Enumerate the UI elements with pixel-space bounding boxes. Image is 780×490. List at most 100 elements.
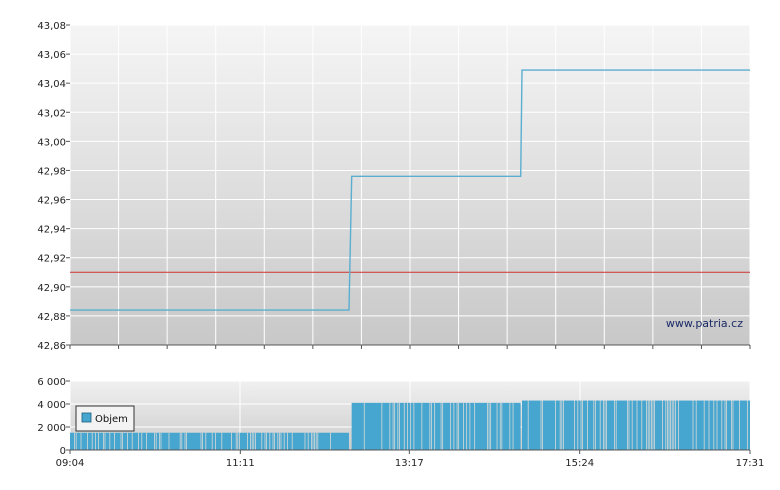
volume-bar-gap (312, 432, 314, 450)
watermark: www.patria.cz (666, 317, 743, 330)
volume-bar-gap (307, 432, 309, 450)
volume-bar-gap (311, 432, 312, 450)
volume-bar-gap (599, 400, 601, 450)
volume-y-tick-label: 6 000 (37, 377, 66, 388)
x-tick-label: 11:11 (226, 458, 255, 469)
price-x-ticks (69, 345, 751, 349)
volume-bar-gap (80, 432, 82, 450)
volume-bar-gap (394, 402, 396, 450)
volume-bar-gap (442, 402, 444, 450)
volume-bar-gap (250, 432, 251, 450)
volume-bar-gap (646, 400, 647, 450)
volume-bar-gap (713, 400, 715, 450)
price-y-tick-label: 42,88 (37, 312, 66, 323)
volume-bar-gap (179, 432, 181, 450)
volume-bar-gap (98, 432, 99, 450)
volume-bar-gap (255, 432, 256, 450)
volume-bar-gap (453, 402, 455, 450)
volume-bar-gap (732, 400, 734, 450)
volume-bar-gap (586, 400, 588, 450)
volume-bar-gap (314, 432, 315, 450)
volume-bar-gap (397, 402, 399, 450)
volume-bar-gap (155, 432, 157, 450)
volume-bar-gap (721, 400, 723, 450)
volume-bar-gap (184, 432, 186, 450)
volume-bar-gap (499, 402, 501, 450)
volume-bar-gap (264, 432, 266, 450)
volume-bar-gap (272, 432, 274, 450)
volume-bar-gap (456, 402, 458, 450)
volume-bar-gap (602, 400, 604, 450)
volume-bar-gap (606, 400, 607, 450)
volume-bar-gap (122, 432, 123, 450)
price-y-tick-label: 43,02 (37, 108, 66, 119)
volume-bar-gap (247, 432, 248, 450)
volume-bar-gap (87, 432, 88, 450)
volume-bar-gap (490, 402, 492, 450)
volume-bar-gap (628, 400, 630, 450)
volume-y-tick-label: 2 000 (37, 423, 66, 434)
volume-bar-gap (615, 400, 617, 450)
volume-bar-gap (559, 400, 561, 450)
volume-bar-gap (593, 400, 595, 450)
volume-bar-gap (274, 432, 275, 450)
price-y-tick-label: 43,00 (37, 137, 66, 148)
price-y-tick-label: 42,86 (37, 341, 66, 352)
volume-bar-gap (670, 400, 671, 450)
price-y-tick-label: 42,90 (37, 283, 66, 294)
volume-bar-gap (413, 402, 415, 450)
volume-bar-gap (540, 400, 542, 450)
volume-bar-gap (181, 432, 183, 450)
volume-bar-gap (211, 432, 213, 450)
volume-bar-gap (668, 400, 670, 450)
volume-bar-gap (724, 400, 726, 450)
price-y-tick-label: 42,92 (37, 254, 66, 265)
volume-bar-gap (304, 432, 306, 450)
volume-bar-gap (746, 400, 748, 450)
volume-bar-block (521, 400, 750, 450)
volume-y-tick-label: 0 (60, 446, 66, 457)
volume-bar-gap (114, 432, 115, 450)
volume-bar-gap (154, 432, 155, 450)
volume-bar-gap (649, 400, 651, 450)
volume-bar-gap (168, 432, 170, 450)
volume-bar-gap (673, 400, 675, 450)
volume-bar-gap (440, 402, 442, 450)
volume-bar-gap (726, 400, 727, 450)
volume-bar-gap (631, 400, 633, 450)
volume-bar-gap (75, 432, 77, 450)
volume-bar-gap (738, 400, 740, 450)
volume-bar-gap (487, 402, 488, 450)
volume-bar-gap (580, 400, 582, 450)
x-tick-label: 15:24 (565, 458, 594, 469)
volume-bar-gap (104, 432, 106, 450)
volume-bar-gap (527, 400, 529, 450)
volume-bar-gap (95, 432, 96, 450)
volume-y-axis: 0 2 000 4 000 6 000 (37, 377, 70, 457)
volume-bar-gap (215, 432, 216, 450)
volume-bar-gap (269, 432, 271, 450)
volume-bar-gap (266, 432, 267, 450)
volume-bar-gap (594, 400, 596, 450)
legend-label: Objem (95, 414, 128, 425)
volume-bar-gap (141, 432, 143, 450)
volume-bar-gap (614, 400, 615, 450)
volume-bars (70, 400, 750, 450)
volume-bar-gap (160, 432, 162, 450)
volume-bar-gap (730, 400, 732, 450)
volume-bar-gap (652, 400, 654, 450)
volume-bar-gap (429, 402, 431, 450)
volume-bar-gap (120, 432, 122, 450)
volume-bar-gap (463, 402, 464, 450)
volume-bar-gap (317, 432, 319, 450)
volume-bar-gap (695, 400, 697, 450)
volume-bar-gap (235, 432, 237, 450)
volume-bar-gap (231, 432, 232, 450)
volume-bar-gap (381, 402, 383, 450)
volume-bar-gap (363, 402, 365, 450)
volume-bar-gap (159, 432, 160, 450)
volume-bar-gap (469, 402, 471, 450)
volume-bar-gap (237, 432, 239, 450)
volume-bar-gap (291, 432, 293, 450)
